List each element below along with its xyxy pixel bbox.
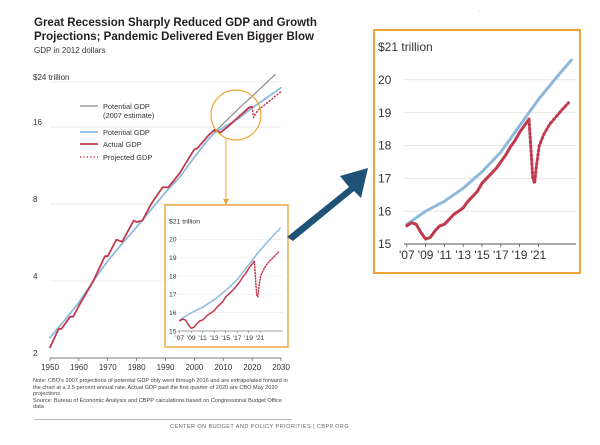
main-x-tick-label: 2020 <box>243 363 261 372</box>
small-inset-series-potential <box>178 227 281 321</box>
legend-label-projected: Projected GDP <box>103 153 152 162</box>
series-projected-line <box>251 91 282 119</box>
large-inset-x-tick-label: '09 <box>418 248 434 262</box>
chart-title: Great Recession Sharply Reduced GDP and … <box>34 17 317 43</box>
large-inset-x-tick-label: '17 <box>493 248 509 262</box>
legend-label-potential2007: (2007 estimate) <box>103 111 154 120</box>
note-text: Note: CBO's 2007 projections of potentia… <box>33 378 288 398</box>
highlight-circle <box>210 89 262 141</box>
main-x-tick-label: 1960 <box>70 363 88 372</box>
main-y-tick-label: $24 trillion <box>33 73 69 82</box>
main-y-tick-label: 2 <box>33 349 38 358</box>
small-inset-x-tick-label: '07 <box>175 335 184 342</box>
main-x-tick-label: 2030 <box>272 363 290 372</box>
small-inset-y-tick-label: 20 <box>169 237 177 244</box>
small-inset-y-tick-label: 17 <box>169 292 177 299</box>
small-inset-x-tick-label: '21 <box>256 335 265 342</box>
main-x-tick-label: 1950 <box>41 363 59 372</box>
small-inset-y-tick-label: 15 <box>169 328 177 335</box>
large-inset-y-tick-label: 15 <box>378 237 392 251</box>
main-x-tick-label: 1980 <box>128 363 146 372</box>
main-y-tick-label: 16 <box>33 118 42 127</box>
large-inset-x-tick-label: '07 <box>399 248 415 262</box>
large-inset-y-tick-label: 19 <box>378 106 392 120</box>
main-x-tick-label: 1990 <box>157 363 175 372</box>
source-text: Source: Bureau of Economic Analysis and … <box>33 397 282 411</box>
small-inset-x-tick-label: '11 <box>198 335 207 342</box>
large-inset-series-potential <box>405 58 573 226</box>
chart-subtitle: GDP in 2012 dollars <box>34 46 106 55</box>
small-inset-y-tick-label: 16 <box>169 310 177 317</box>
main-x-tick-label: 2000 <box>185 363 203 372</box>
small-inset-x-tick-label: '19 <box>244 335 253 342</box>
legend-label-potential2007: Potential GDP <box>103 102 150 111</box>
small-inset-x-tick-label: '13 <box>210 335 219 342</box>
credit-divider <box>34 419 292 420</box>
credit-line: CENTER ON BUDGET AND POLICY PRIORITIES |… <box>170 424 349 430</box>
decorative-tick: ' <box>479 11 480 17</box>
large-inset-series-actual <box>405 117 531 241</box>
small-inset-x-tick-label: '17 <box>233 335 242 342</box>
main-series <box>49 73 282 349</box>
large-inset-x-tick-label: '19 <box>512 248 528 262</box>
small-inset-x-tick-label: '15 <box>221 335 230 342</box>
series-potential2007-line <box>214 73 276 133</box>
main-y-tick-label: 8 <box>33 195 38 204</box>
main-y-tick-label: 4 <box>33 272 38 281</box>
large-inset-y-tick-label: 17 <box>378 172 392 186</box>
main-legend: Potential GDP(2007 estimate)Potential GD… <box>80 102 154 162</box>
main-x-tick-label: 2010 <box>214 363 232 372</box>
zoom-arrow-shape <box>287 168 368 241</box>
small-inset-y-tick-label: $21 trillion <box>169 218 200 225</box>
large-inset-x-tick-label: '11 <box>437 248 452 262</box>
large-inset-y-tick-label: $21 trillion <box>378 40 433 54</box>
legend-label-actual: Actual GDP <box>103 140 142 149</box>
main-axes: 2 4 8 16 $24 trillion 1950 1960 1970 1980 1990 200… <box>33 73 290 372</box>
chart-notes: Note: CBO's 2007 projections of potentia… <box>33 378 291 411</box>
large-inset-series-projected <box>527 101 570 185</box>
large-inset-frame <box>373 29 581 274</box>
large-inset-y-tick-label: 16 <box>378 204 392 218</box>
highlight-connector-arrow <box>223 199 229 205</box>
small-inset-y-tick-label: 18 <box>169 273 177 280</box>
small-inset-y-tick-label: 19 <box>169 255 177 262</box>
legend-label-potential: Potential GDP <box>103 128 150 137</box>
small-inset-series-actual <box>178 260 256 330</box>
large-inset-y-tick-label: 18 <box>378 139 392 153</box>
large-inset-x-tick-label: '13 <box>455 248 471 262</box>
large-inset-x-tick-label: '15 <box>474 248 490 262</box>
large-inset-x-tick-label: '21 <box>531 248 547 262</box>
small-inset-series-projected <box>253 251 280 298</box>
large-inset-y-tick-label: 20 <box>378 73 392 87</box>
main-x-tick-label: 1970 <box>99 363 117 372</box>
series-actual-line <box>49 105 253 349</box>
small-inset-x-tick-label: '09 <box>187 335 196 342</box>
